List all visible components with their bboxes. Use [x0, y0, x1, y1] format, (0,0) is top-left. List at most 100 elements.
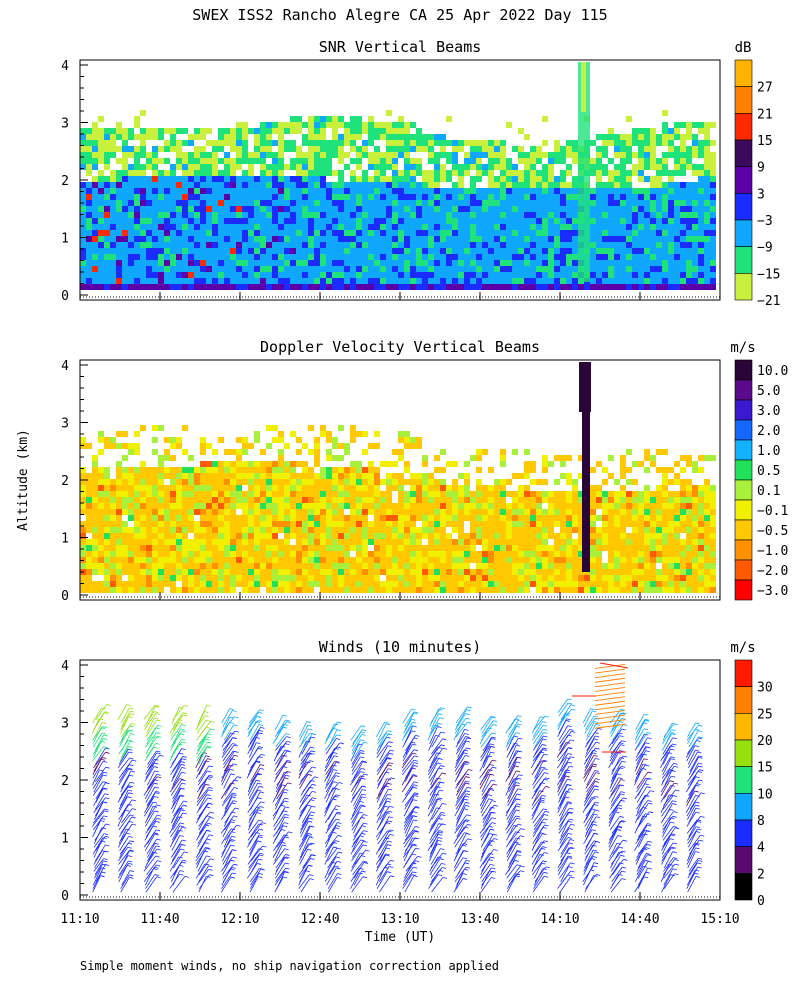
- snr-cell: [266, 128, 272, 134]
- doppler-cell: [482, 449, 488, 455]
- doppler-cell: [638, 557, 644, 563]
- snr-cell: [614, 212, 620, 218]
- doppler-cell: [362, 527, 368, 533]
- snr-cell: [590, 284, 596, 290]
- doppler-cell: [518, 533, 524, 539]
- snr-cell: [104, 236, 110, 242]
- snr-cell: [254, 278, 260, 284]
- snr-cell: [638, 158, 644, 164]
- doppler-cell: [236, 437, 242, 443]
- snr-cell: [422, 218, 428, 224]
- doppler-cell: [158, 515, 164, 521]
- doppler-cell: [230, 545, 236, 551]
- doppler-cell: [398, 581, 404, 587]
- snr-cell: [554, 236, 560, 242]
- doppler-cell: [152, 563, 158, 569]
- snr-cell: [176, 218, 182, 224]
- doppler-cell: [542, 563, 548, 569]
- doppler-cell: [668, 527, 674, 533]
- doppler-cell: [488, 491, 494, 497]
- snr-cell: [374, 158, 380, 164]
- snr-cell: [236, 200, 242, 206]
- snr-cell: [536, 218, 542, 224]
- doppler-cell: [620, 575, 626, 581]
- doppler-cell: [512, 551, 518, 557]
- snr-cell: [470, 158, 476, 164]
- doppler-cell: [506, 479, 512, 485]
- doppler-cell: [200, 575, 206, 581]
- snr-cell: [392, 164, 398, 170]
- doppler-cell: [218, 557, 224, 563]
- snr-cell: [116, 176, 122, 182]
- doppler-cell: [200, 563, 206, 569]
- doppler-cell: [146, 557, 152, 563]
- doppler-cell: [92, 587, 98, 593]
- doppler-cell: [284, 479, 290, 485]
- doppler-cell: [422, 491, 428, 497]
- doppler-cell: [620, 509, 626, 515]
- snr-cell: [674, 278, 680, 284]
- snr-cell: [590, 224, 596, 230]
- doppler-cell: [320, 563, 326, 569]
- doppler-cell: [386, 557, 392, 563]
- snr-cell: [296, 158, 302, 164]
- doppler-cell: [200, 587, 206, 593]
- snr-cell: [296, 242, 302, 248]
- snr-cell: [254, 272, 260, 278]
- snr-cell: [182, 242, 188, 248]
- doppler-cell: [404, 521, 410, 527]
- doppler-cell: [92, 491, 98, 497]
- doppler-cell: [638, 503, 644, 509]
- snr-cell: [446, 206, 452, 212]
- doppler-cell: [332, 545, 338, 551]
- doppler-cell: [380, 515, 386, 521]
- doppler-cell: [356, 527, 362, 533]
- snr-cell: [122, 284, 128, 290]
- snr-cell: [374, 206, 380, 212]
- snr-cell: [380, 164, 386, 170]
- doppler-cell: [416, 533, 422, 539]
- snr-cell: [500, 254, 506, 260]
- doppler-cell: [170, 581, 176, 587]
- snr-cell: [518, 248, 524, 254]
- doppler-cell: [98, 509, 104, 515]
- doppler-cell: [416, 569, 422, 575]
- doppler-cell: [116, 431, 122, 437]
- doppler-cell: [254, 437, 260, 443]
- doppler-cell: [134, 485, 140, 491]
- doppler-cell: [122, 557, 128, 563]
- doppler-cell: [122, 539, 128, 545]
- doppler-cell: [314, 551, 320, 557]
- snr-cell: [404, 122, 410, 128]
- doppler-cell: [578, 509, 584, 515]
- snr-cell: [374, 212, 380, 218]
- doppler-cell: [602, 563, 608, 569]
- snr-cell: [188, 248, 194, 254]
- doppler-cell: [92, 545, 98, 551]
- snr-cell: [140, 188, 146, 194]
- snr-cell: [362, 170, 368, 176]
- doppler-cell: [278, 431, 284, 437]
- snr-cell: [158, 206, 164, 212]
- snr-cell: [110, 152, 116, 158]
- doppler-cell: [272, 545, 278, 551]
- doppler-cell: [260, 557, 266, 563]
- doppler-cell: [284, 443, 290, 449]
- snr-cell: [284, 242, 290, 248]
- snr-cell: [242, 212, 248, 218]
- doppler-cell: [350, 557, 356, 563]
- snr-cell: [398, 260, 404, 266]
- doppler-cell: [278, 479, 284, 485]
- doppler-cell: [692, 569, 698, 575]
- snr-cell: [404, 266, 410, 272]
- doppler-cell: [380, 497, 386, 503]
- snr-cell: [548, 164, 554, 170]
- snr-cell: [560, 272, 566, 278]
- doppler-cell: [272, 569, 278, 575]
- snr-cell: [374, 200, 380, 206]
- snr-cell: [104, 164, 110, 170]
- doppler-cell: [230, 533, 236, 539]
- doppler-cell: [314, 473, 320, 479]
- snr-cell: [188, 188, 194, 194]
